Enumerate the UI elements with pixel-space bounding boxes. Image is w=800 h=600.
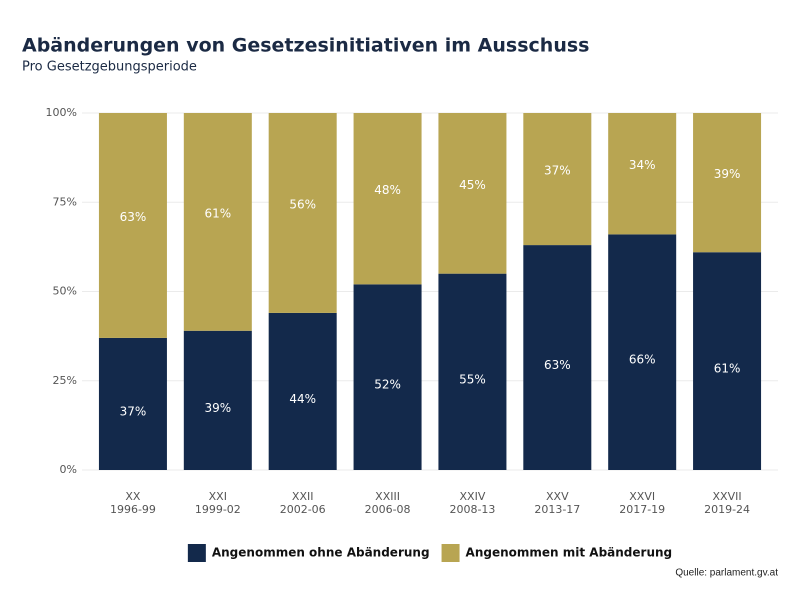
x-tick-label-line: 1999-02: [195, 503, 241, 516]
value-label: 45%: [459, 178, 486, 192]
x-tick-label-line: 2017-19: [619, 503, 665, 516]
source: Quelle: parlament.gv.at: [675, 568, 778, 579]
y-tick-label: 75%: [53, 195, 77, 208]
value-label: 52%: [374, 378, 401, 392]
y-tick-label: 50%: [53, 285, 77, 298]
legend-label: Angenommen mit Abänderung: [466, 546, 673, 560]
bar-segment: [353, 284, 422, 470]
x-tick-label-line: XXIV: [460, 490, 486, 503]
x-tick-label-line: XXV: [546, 490, 569, 503]
x-tick-label: XXI 1999-02: [195, 490, 241, 516]
bar-segment: [438, 113, 507, 274]
bar-segment: [608, 234, 677, 470]
bar-segment: [523, 113, 592, 246]
x-tick-label-line: 2002-06: [280, 503, 326, 516]
value-label: 61%: [204, 206, 231, 220]
x-tick-label-line: XXVI: [629, 490, 655, 503]
x-tick-label-line: 2006-08: [365, 503, 411, 516]
value-label: 48%: [374, 183, 401, 197]
value-label: 61%: [714, 362, 741, 376]
value-label: 37%: [544, 164, 571, 178]
value-label: 55%: [459, 372, 486, 386]
bar-segment: [608, 113, 677, 235]
legend-label: Angenommen ohne Abänderung: [212, 546, 430, 560]
bar-segment: [693, 113, 762, 253]
value-label: 63%: [544, 358, 571, 372]
x-tick-label-line: XX: [125, 490, 141, 503]
bar-segment: [183, 330, 252, 470]
y-tick-label: 0%: [60, 463, 77, 476]
value-label: 37%: [120, 404, 147, 418]
x-tick-label-line: 2013-17: [534, 503, 580, 516]
x-tick-label-line: 1996-99: [110, 503, 156, 516]
y-tick-label: 100%: [46, 106, 77, 119]
chart-subtitle: Pro Gesetzgebungsperiode: [22, 60, 197, 75]
x-tick-label: XXIII 2006-08: [365, 490, 411, 516]
bar-segment: [693, 252, 762, 470]
bar-segment: [98, 337, 167, 470]
value-label: 39%: [714, 167, 741, 181]
x-tick-label: XXII 2002-06: [280, 490, 326, 516]
x-tick-label: XXIV 2008-13: [449, 490, 495, 516]
chart-title: Abänderungen von Gesetzesinitiativen im …: [22, 35, 589, 57]
bar-segment: [98, 113, 167, 338]
value-label: 66%: [629, 353, 656, 367]
legend-swatch: [187, 544, 206, 562]
x-tick-label-line: XXI: [209, 490, 227, 503]
x-tick-label-line: 2019-24: [704, 503, 750, 516]
x-tick-label-line: XXIII: [375, 490, 400, 503]
value-label: 56%: [289, 197, 316, 211]
bar-segment: [523, 245, 592, 470]
x-tick-label-line: 2008-13: [449, 503, 495, 516]
bar-segment: [268, 113, 337, 313]
x-tick-label: XXV 2013-17: [534, 490, 580, 516]
value-label: 63%: [120, 210, 147, 224]
value-label: 44%: [289, 392, 316, 406]
bar-segment: [183, 113, 252, 331]
x-tick-label-line: XXII: [292, 490, 314, 503]
legend-swatch: [441, 544, 460, 562]
y-tick-label: 25%: [53, 374, 77, 387]
x-tick-label: XXVI 2017-19: [619, 490, 665, 516]
value-label: 39%: [204, 401, 231, 415]
bar-segment: [268, 312, 337, 470]
bar-segment: [353, 113, 422, 285]
value-label: 34%: [629, 158, 656, 172]
x-tick-label: XXVII 2019-24: [704, 490, 750, 516]
x-tick-label-line: XXVII: [713, 490, 742, 503]
x-tick-label: XX 1996-99: [110, 490, 156, 516]
bar-segment: [438, 273, 507, 470]
